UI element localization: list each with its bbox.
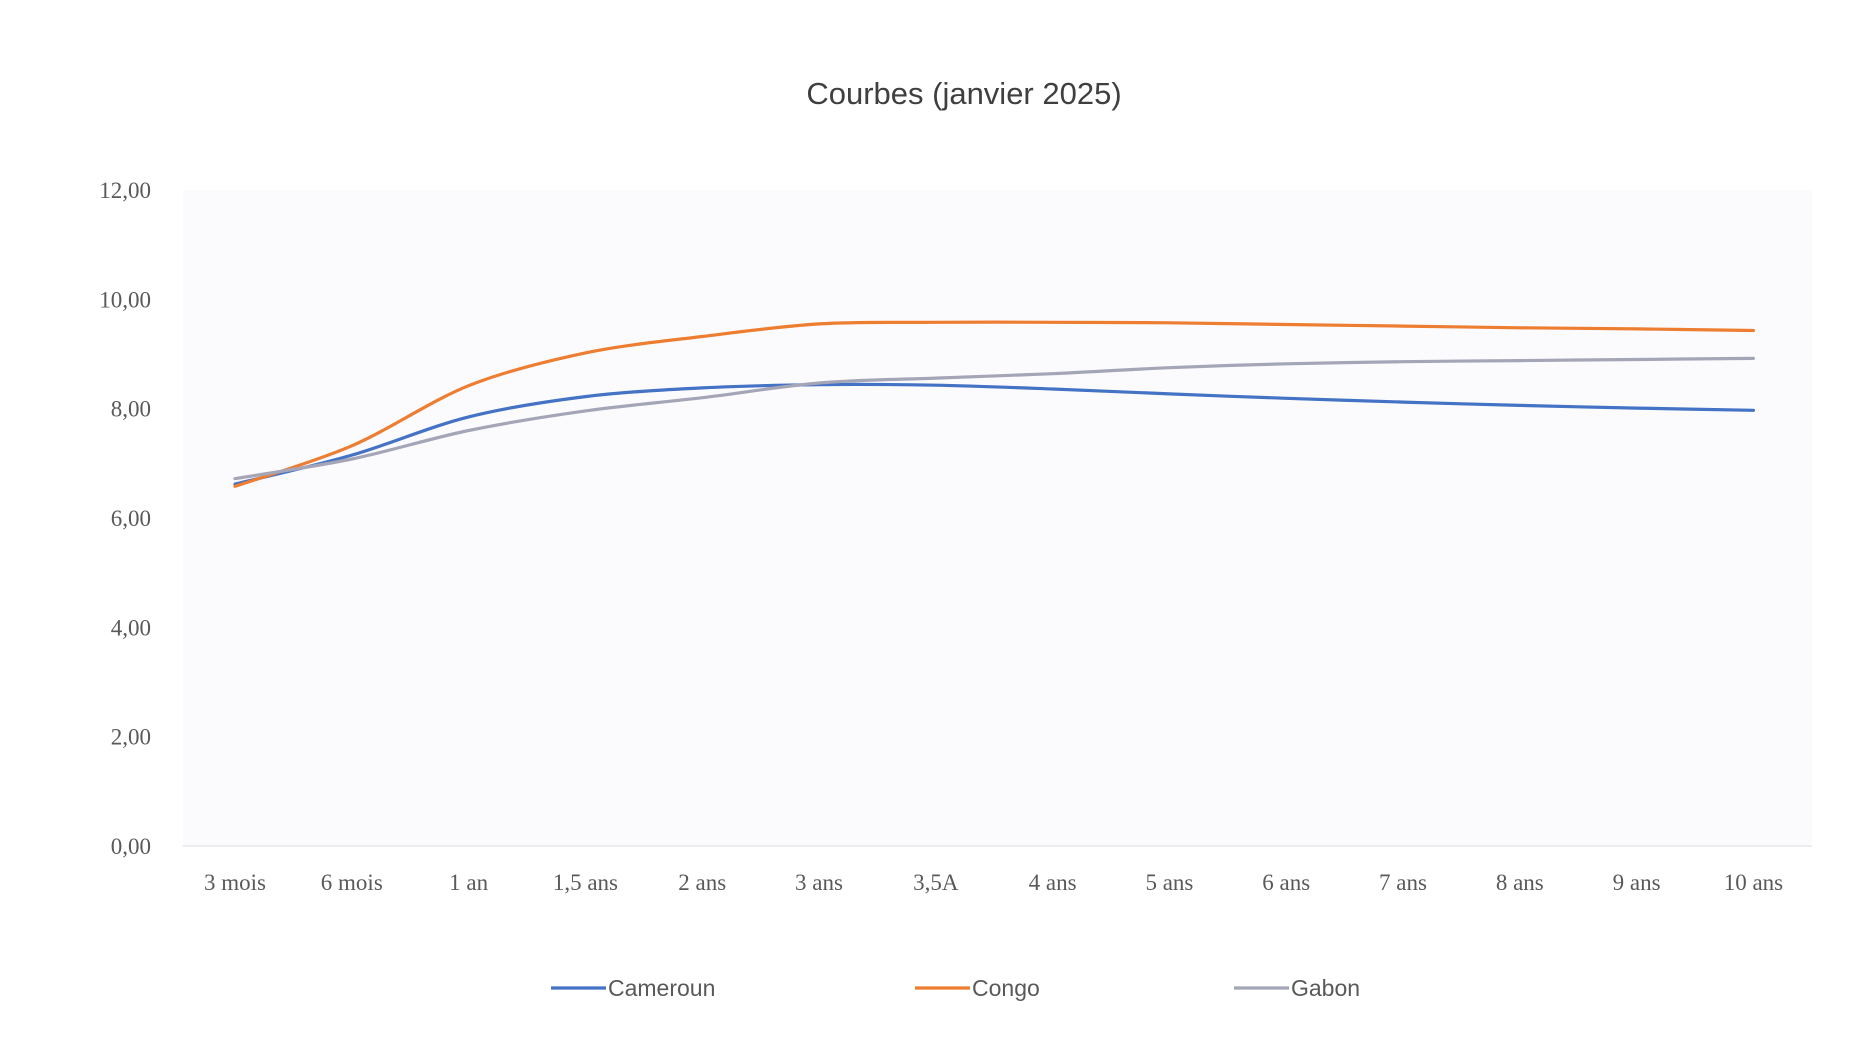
y-tick-label: 2,00: [111, 725, 151, 750]
x-tick-label: 3 mois: [204, 870, 266, 895]
series-line-congo: [233, 320, 1755, 488]
x-tick-label: 3,5A: [913, 870, 959, 895]
y-tick-label: 10,00: [99, 287, 151, 312]
y-tick-label: 12,00: [99, 178, 151, 203]
x-axis: 3 mois 6 mois 1 an 1,5 ans 2 ans 3 ans 3,5A 4 a…: [204, 870, 1783, 895]
legend: Cameroun Congo Gabon: [551, 975, 1360, 1001]
x-tick-label: 2 ans: [678, 870, 726, 895]
x-tick-label: 1,5 ans: [553, 870, 618, 895]
legend-label-cameroun: Cameroun: [608, 975, 715, 1001]
x-tick-label: 1 an: [449, 870, 488, 895]
x-tick-label: 3 ans: [795, 870, 843, 895]
x-tick-label: 9 ans: [1613, 870, 1661, 895]
y-tick-label: 0,00: [111, 834, 151, 859]
x-tick-label: 6 mois: [321, 870, 383, 895]
series-lines: [233, 320, 1755, 488]
y-tick-label: 4,00: [111, 615, 151, 640]
x-tick-label: 5 ans: [1145, 870, 1193, 895]
series-line-gabon: [233, 356, 1755, 481]
legend-label-congo: Congo: [972, 975, 1040, 1001]
plot-area: [183, 190, 1812, 847]
y-tick-label: 8,00: [111, 397, 151, 422]
series-line-cameroun: [233, 382, 1755, 486]
y-axis: 0,00 2,00 4,00 6,00 8,00 10,00 12,00: [99, 178, 151, 859]
x-tick-label: 7 ans: [1379, 870, 1427, 895]
x-tick-label: 6 ans: [1262, 870, 1310, 895]
x-tick-label: 4 ans: [1029, 870, 1077, 895]
chart-title: Courbes (janvier 2025): [806, 76, 1121, 111]
plot-background: [183, 190, 1812, 846]
x-tick-label: 10 ans: [1724, 870, 1783, 895]
legend-label-gabon: Gabon: [1291, 975, 1360, 1001]
y-tick-label: 6,00: [111, 506, 151, 531]
x-tick-label: 8 ans: [1496, 870, 1544, 895]
